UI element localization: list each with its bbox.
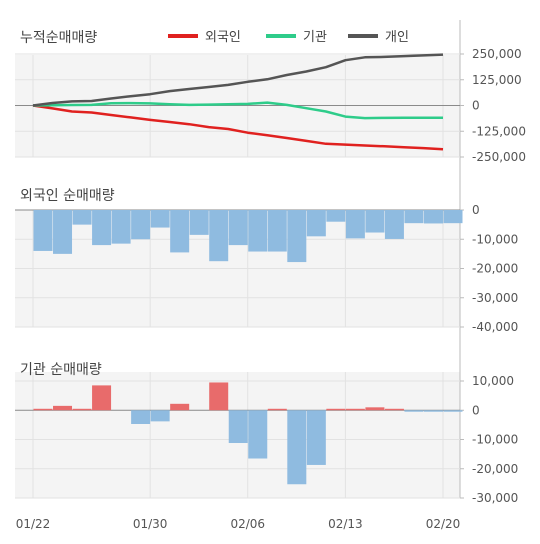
panel-2-ytick-label-4: -30,000 — [472, 291, 518, 305]
panel-3-bar-22 — [443, 410, 463, 412]
x-tick-label-4: 02/13 — [328, 517, 363, 531]
panel-2-bar-11 — [228, 210, 248, 246]
panel-3-bar-20 — [404, 410, 424, 412]
panel-1-ytick-label-5: -250,000 — [472, 150, 526, 164]
panel-3-bar-6 — [131, 410, 151, 424]
panel-3-bar-7 — [150, 410, 170, 422]
panel-3-ytick-label-3: -10,000 — [472, 433, 518, 447]
panel-2-ytick-label-2: -10,000 — [472, 232, 518, 246]
panel-2-bar-5 — [111, 210, 131, 244]
panel-2-bar-15 — [306, 210, 326, 237]
panel-3-bar-1 — [33, 408, 53, 411]
panel-2-ytick-label-1: 0 — [472, 203, 480, 217]
panel-2-bar-9 — [189, 210, 209, 235]
panel-3-bar-13 — [267, 408, 287, 411]
legend-label-1: 외국인 — [205, 30, 241, 45]
panel-3-bar-3 — [72, 408, 92, 411]
panel-3-bar-17 — [345, 408, 365, 411]
panel-3-bar-8 — [170, 403, 190, 411]
panel-2-bar-17 — [345, 210, 365, 239]
panel-2-bar-6 — [131, 210, 151, 240]
panel-3-ytick-label-1: 10,000 — [472, 374, 514, 388]
panel-2-bar-18 — [365, 210, 385, 233]
panel-2-bar-16 — [326, 210, 346, 222]
panel-2-bar-3 — [72, 210, 92, 225]
x-tick-label-2: 01/30 — [133, 517, 168, 531]
panel-3-ytick-label-4: -20,000 — [472, 462, 518, 476]
panel-2-bar-20 — [404, 210, 424, 224]
legend-label-2: 기관 — [303, 30, 327, 45]
panel-2-bar-2 — [53, 210, 73, 254]
x-tick-label-1: 01/22 — [16, 517, 51, 531]
x-tick-label-3: 02/06 — [230, 517, 265, 531]
panel-2-bar-14 — [287, 210, 307, 263]
panel-2-bar-8 — [170, 210, 190, 253]
panel-2-bar-1 — [33, 210, 53, 251]
panel-3-bar-14 — [287, 410, 307, 485]
panel-2-bar-7 — [150, 210, 170, 228]
series-line-3 — [32, 53, 444, 107]
panel-3-bar-21 — [423, 410, 443, 412]
panel-3-bar-18 — [365, 407, 385, 411]
panel-3-bar-12 — [248, 410, 268, 459]
panel-3-bar-19 — [384, 408, 404, 411]
panel-3-bar-15 — [306, 410, 326, 465]
panel-2-bar-13 — [267, 210, 287, 252]
panel-2-bar-10 — [209, 210, 229, 262]
panel-3-ytick-label-2: 0 — [472, 403, 480, 417]
panel-2-bar-19 — [384, 210, 404, 239]
panel-1-ytick-label-2: 125,000 — [472, 73, 522, 87]
panel-1-ytick-label-4: -125,000 — [472, 124, 526, 138]
panel-3-bar-10 — [209, 382, 229, 411]
panel-2-ytick-label-5: -40,000 — [472, 320, 518, 334]
panel-3-bar-4 — [92, 385, 112, 411]
panel-3-ytick-label-5: -30,000 — [472, 491, 518, 505]
panel-2-bar-4 — [92, 210, 112, 246]
panel-3-bar-11 — [228, 410, 248, 444]
series-line-2 — [32, 101, 443, 120]
panel-3-bar-2 — [53, 405, 73, 411]
panel-1-ytick-label-1: 250,000 — [472, 47, 522, 61]
panel-3-title: 기관 순매매량 — [20, 362, 102, 378]
x-tick-label-5: 02/20 — [426, 517, 461, 531]
series-line-1 — [32, 104, 444, 151]
panel-2-title: 외국인 순매매량 — [20, 188, 115, 204]
panel-1-title: 누적순매매량 — [20, 30, 97, 46]
panel-2-bar-22 — [443, 210, 463, 224]
panel-2-ytick-label-3: -20,000 — [472, 262, 518, 276]
panel-2-bar-12 — [248, 210, 268, 252]
legend-label-3: 개인 — [385, 30, 409, 45]
panel-3-bar-16 — [326, 408, 346, 411]
panel-1-ytick-label-3: 0 — [472, 99, 480, 113]
panel-2-bar-21 — [423, 210, 443, 224]
